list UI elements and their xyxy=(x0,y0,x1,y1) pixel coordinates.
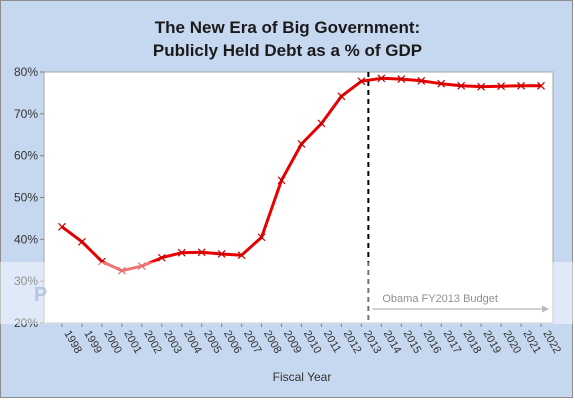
x-axis-title: Fiscal Year xyxy=(273,370,332,384)
y-tick-label: 80% xyxy=(14,65,38,79)
data-point-2019 xyxy=(477,82,486,91)
x-tick-label: 2019 xyxy=(481,329,504,356)
x-tick-label: 2009 xyxy=(281,329,304,356)
data-point-2010 xyxy=(297,140,306,148)
x-tick-label: 2003 xyxy=(161,329,184,356)
x-tick-label: 2021 xyxy=(520,329,543,356)
debt-series xyxy=(58,74,545,275)
chart-title-line-1: The New Era of Big Government: xyxy=(154,18,421,37)
x-tick-label: 2017 xyxy=(441,329,464,356)
x-tick-label: 2002 xyxy=(141,329,164,356)
y-tick-label: 40% xyxy=(14,232,38,246)
x-axis: 1998199920002001200220032004200520062007… xyxy=(61,323,563,356)
y-tick-label: 20% xyxy=(14,316,38,330)
data-point-2021 xyxy=(517,81,525,90)
x-tick-label: 2010 xyxy=(301,329,324,356)
data-point-2003 xyxy=(157,253,166,262)
x-tick-label: 1998 xyxy=(61,329,84,356)
budget-annotation-label: Obama FY2013 Budget xyxy=(382,293,498,305)
x-tick-label: 2020 xyxy=(500,329,523,356)
y-tick-label: 70% xyxy=(14,107,38,121)
x-tick-label: 2006 xyxy=(221,329,244,356)
x-tick-label: 1999 xyxy=(81,329,104,356)
data-point-2009 xyxy=(277,176,286,185)
data-point-2017 xyxy=(437,79,446,88)
x-tick-label: 2014 xyxy=(381,329,404,356)
x-tick-label: 2016 xyxy=(421,329,444,356)
chart-title-line-2: Publicly Held Debt as a % of GDP xyxy=(152,41,423,60)
data-point-2008 xyxy=(257,233,266,242)
data-point-2005 xyxy=(197,248,206,257)
plot-area xyxy=(43,71,554,324)
x-tick-label: 2013 xyxy=(361,329,384,356)
data-point-1999 xyxy=(78,237,86,246)
data-point-2006 xyxy=(217,250,226,258)
x-tick-label: 2004 xyxy=(181,329,204,356)
data-point-1998 xyxy=(58,222,66,231)
data-point-2004 xyxy=(177,248,186,257)
data-point-2011 xyxy=(317,119,326,128)
data-point-2022 xyxy=(537,81,545,90)
y-tick-label: 30% xyxy=(14,274,38,288)
x-tick-label: 2022 xyxy=(540,329,563,356)
x-tick-label: 2012 xyxy=(341,329,364,356)
y-axis: 20% 30% 40% 50% 60% 70% 80% xyxy=(14,65,44,330)
data-point-2002 xyxy=(137,262,146,271)
y-tick-label: 50% xyxy=(14,191,38,205)
y-tick-label: 60% xyxy=(14,149,38,163)
budget-arrow-head xyxy=(542,305,549,313)
budget-annotation: Obama FY2013 Budget xyxy=(367,72,549,323)
x-tick-label: 2000 xyxy=(101,329,124,356)
data-point-2014 xyxy=(377,74,386,83)
data-point-2007 xyxy=(237,251,246,260)
x-tick-label: 2007 xyxy=(241,329,264,356)
data-point-2016 xyxy=(417,76,426,85)
x-tick-label: 2008 xyxy=(261,329,284,356)
data-point-2001 xyxy=(117,266,126,275)
data-point-2012 xyxy=(337,92,346,101)
x-tick-label: 2011 xyxy=(321,329,343,355)
x-tick-label: 2001 xyxy=(121,329,144,356)
data-point-2018 xyxy=(457,81,466,90)
x-tick-label: 2018 xyxy=(461,329,484,356)
data-point-2015 xyxy=(397,75,406,84)
chart-title: The New Era of Big Government: Publicly … xyxy=(0,16,575,62)
x-tick-label: 2005 xyxy=(201,329,224,356)
x-tick-label: 2015 xyxy=(401,329,424,356)
data-point-2013 xyxy=(357,77,366,86)
data-point-2000 xyxy=(97,257,106,266)
data-point-2020 xyxy=(497,82,506,91)
